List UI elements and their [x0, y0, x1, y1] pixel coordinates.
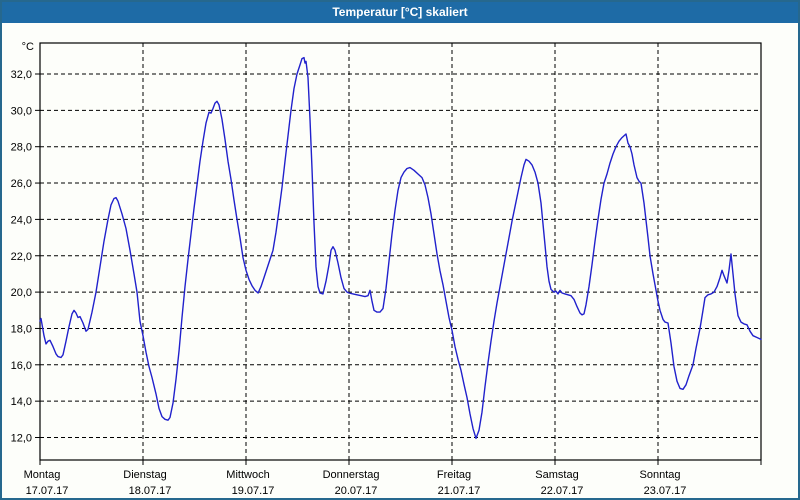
y-tick-label: 12,0	[11, 433, 32, 445]
x-date-label: 22.07.17	[541, 485, 584, 497]
x-day-label: Sonntag	[640, 469, 681, 481]
x-date-label: 21.07.17	[438, 485, 481, 497]
temperature-chart: 12,0 14,0 16,0 18,0 20,0 22,0 24,0 26,0 28,0 30,0…	[11, 41, 762, 497]
x-date-label: 23.07.17	[644, 485, 687, 497]
y-tick-label: 16,0	[11, 360, 32, 372]
x-day-label: Samstag	[535, 469, 578, 481]
y-tick-label: 32,0	[11, 69, 32, 81]
y-axis-unit-label: °C	[22, 41, 34, 53]
x-day-label: Mittwoch	[226, 469, 269, 481]
x-day-label: Donnerstag	[323, 469, 380, 481]
x-date-label: 20.07.17	[335, 485, 378, 497]
window-title: Temperatur [°C] skaliert	[332, 5, 468, 19]
y-tick-label: 28,0	[11, 142, 32, 154]
x-day-label: Montag	[24, 469, 61, 481]
chart-area: 12,0 14,0 16,0 18,0 20,0 22,0 24,0 26,0 28,0 30,0…	[2, 23, 798, 498]
window-titlebar[interactable]: Temperatur [°C] skaliert	[2, 2, 798, 23]
x-date-label: 19.07.17	[232, 485, 275, 497]
x-date-label: 17.07.17	[26, 485, 69, 497]
y-tick-label: 24,0	[11, 214, 32, 226]
y-tick-label: 30,0	[11, 105, 32, 117]
temperature-line	[39, 56, 762, 440]
y-tick-label: 26,0	[11, 178, 32, 190]
x-day-label: Dienstag	[123, 469, 166, 481]
x-day-label: Freitag	[437, 469, 471, 481]
y-tick-label: 14,0	[11, 396, 32, 408]
y-tick-label: 22,0	[11, 251, 32, 263]
y-tick-label: 18,0	[11, 323, 32, 335]
plot-border	[39, 42, 762, 461]
x-date-label: 18.07.17	[129, 485, 172, 497]
y-tick-label: 20,0	[11, 287, 32, 299]
